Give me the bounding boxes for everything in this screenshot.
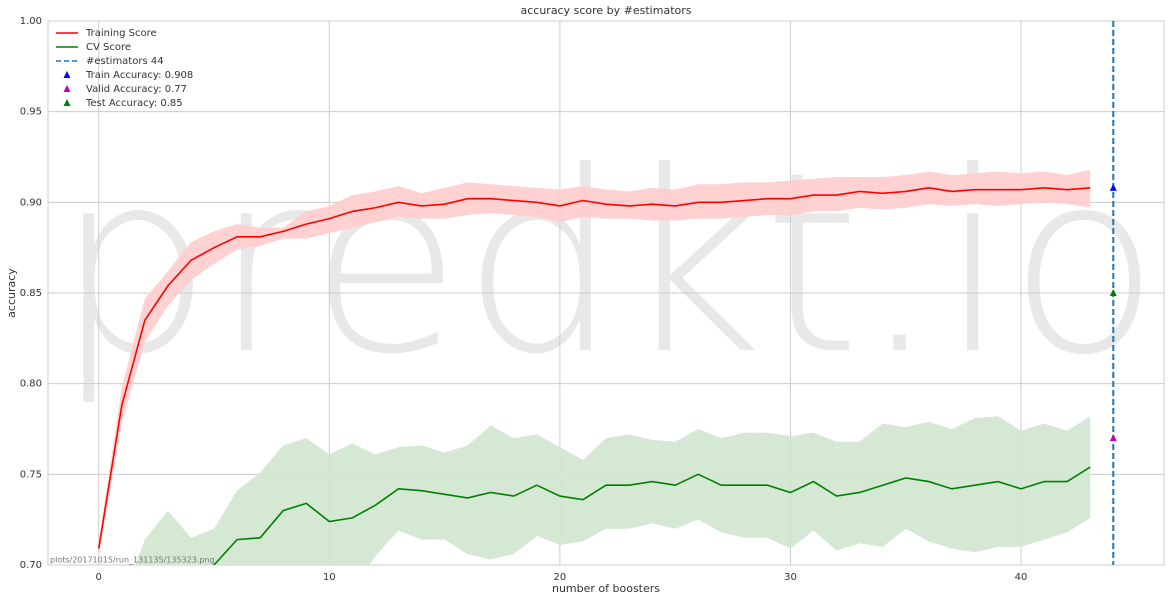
legend-label: Test Accuracy: 0.85 bbox=[85, 98, 183, 109]
x-tick-label: 0 bbox=[96, 572, 102, 583]
legend-label: Valid Accuracy: 0.77 bbox=[86, 84, 187, 95]
y-tick-label: 0.70 bbox=[20, 560, 42, 571]
plot-content: predkt.io bbox=[48, 21, 1164, 565]
accuracy-marker bbox=[1109, 183, 1117, 191]
y-tick-label: 0.90 bbox=[20, 197, 42, 208]
legend-label: Training Score bbox=[85, 28, 157, 39]
y-tick-label: 1.00 bbox=[20, 16, 42, 27]
legend-swatch bbox=[63, 71, 71, 78]
line bbox=[97, 187, 1091, 549]
watermark: predkt.io bbox=[55, 118, 1160, 409]
y-tick-label: 0.85 bbox=[20, 288, 42, 299]
accuracy-marker bbox=[1109, 289, 1117, 296]
legend: Training Score CV Score #estimators 44 Trai… bbox=[56, 28, 193, 109]
legend-label: #estimators 44 bbox=[86, 56, 164, 67]
x-tick-label: 40 bbox=[1015, 572, 1028, 583]
y-axis-label: accuracy bbox=[5, 268, 18, 318]
line bbox=[212, 466, 1091, 565]
x-tick-label: 10 bbox=[323, 572, 336, 583]
footnote: plots/20171015/run_131135/135323.png bbox=[50, 556, 215, 565]
x-axis-label: number of boosters bbox=[552, 582, 660, 595]
legend-swatch bbox=[63, 85, 71, 92]
legend-label: CV Score bbox=[86, 42, 131, 53]
x-tick-label: 20 bbox=[554, 572, 567, 583]
accuracy-marker bbox=[1109, 434, 1117, 442]
x-tick-label: 30 bbox=[784, 572, 797, 583]
confidence-band bbox=[135, 416, 1091, 565]
y-tick-label: 0.75 bbox=[20, 469, 42, 480]
legend-label: Train Accuracy: 0.908 bbox=[85, 70, 193, 81]
y-tick-label: 0.80 bbox=[20, 379, 42, 390]
y-tick-label: 0.95 bbox=[20, 107, 42, 118]
legend-swatch bbox=[63, 99, 71, 106]
chart-title: accuracy score by #estimators bbox=[520, 4, 691, 17]
